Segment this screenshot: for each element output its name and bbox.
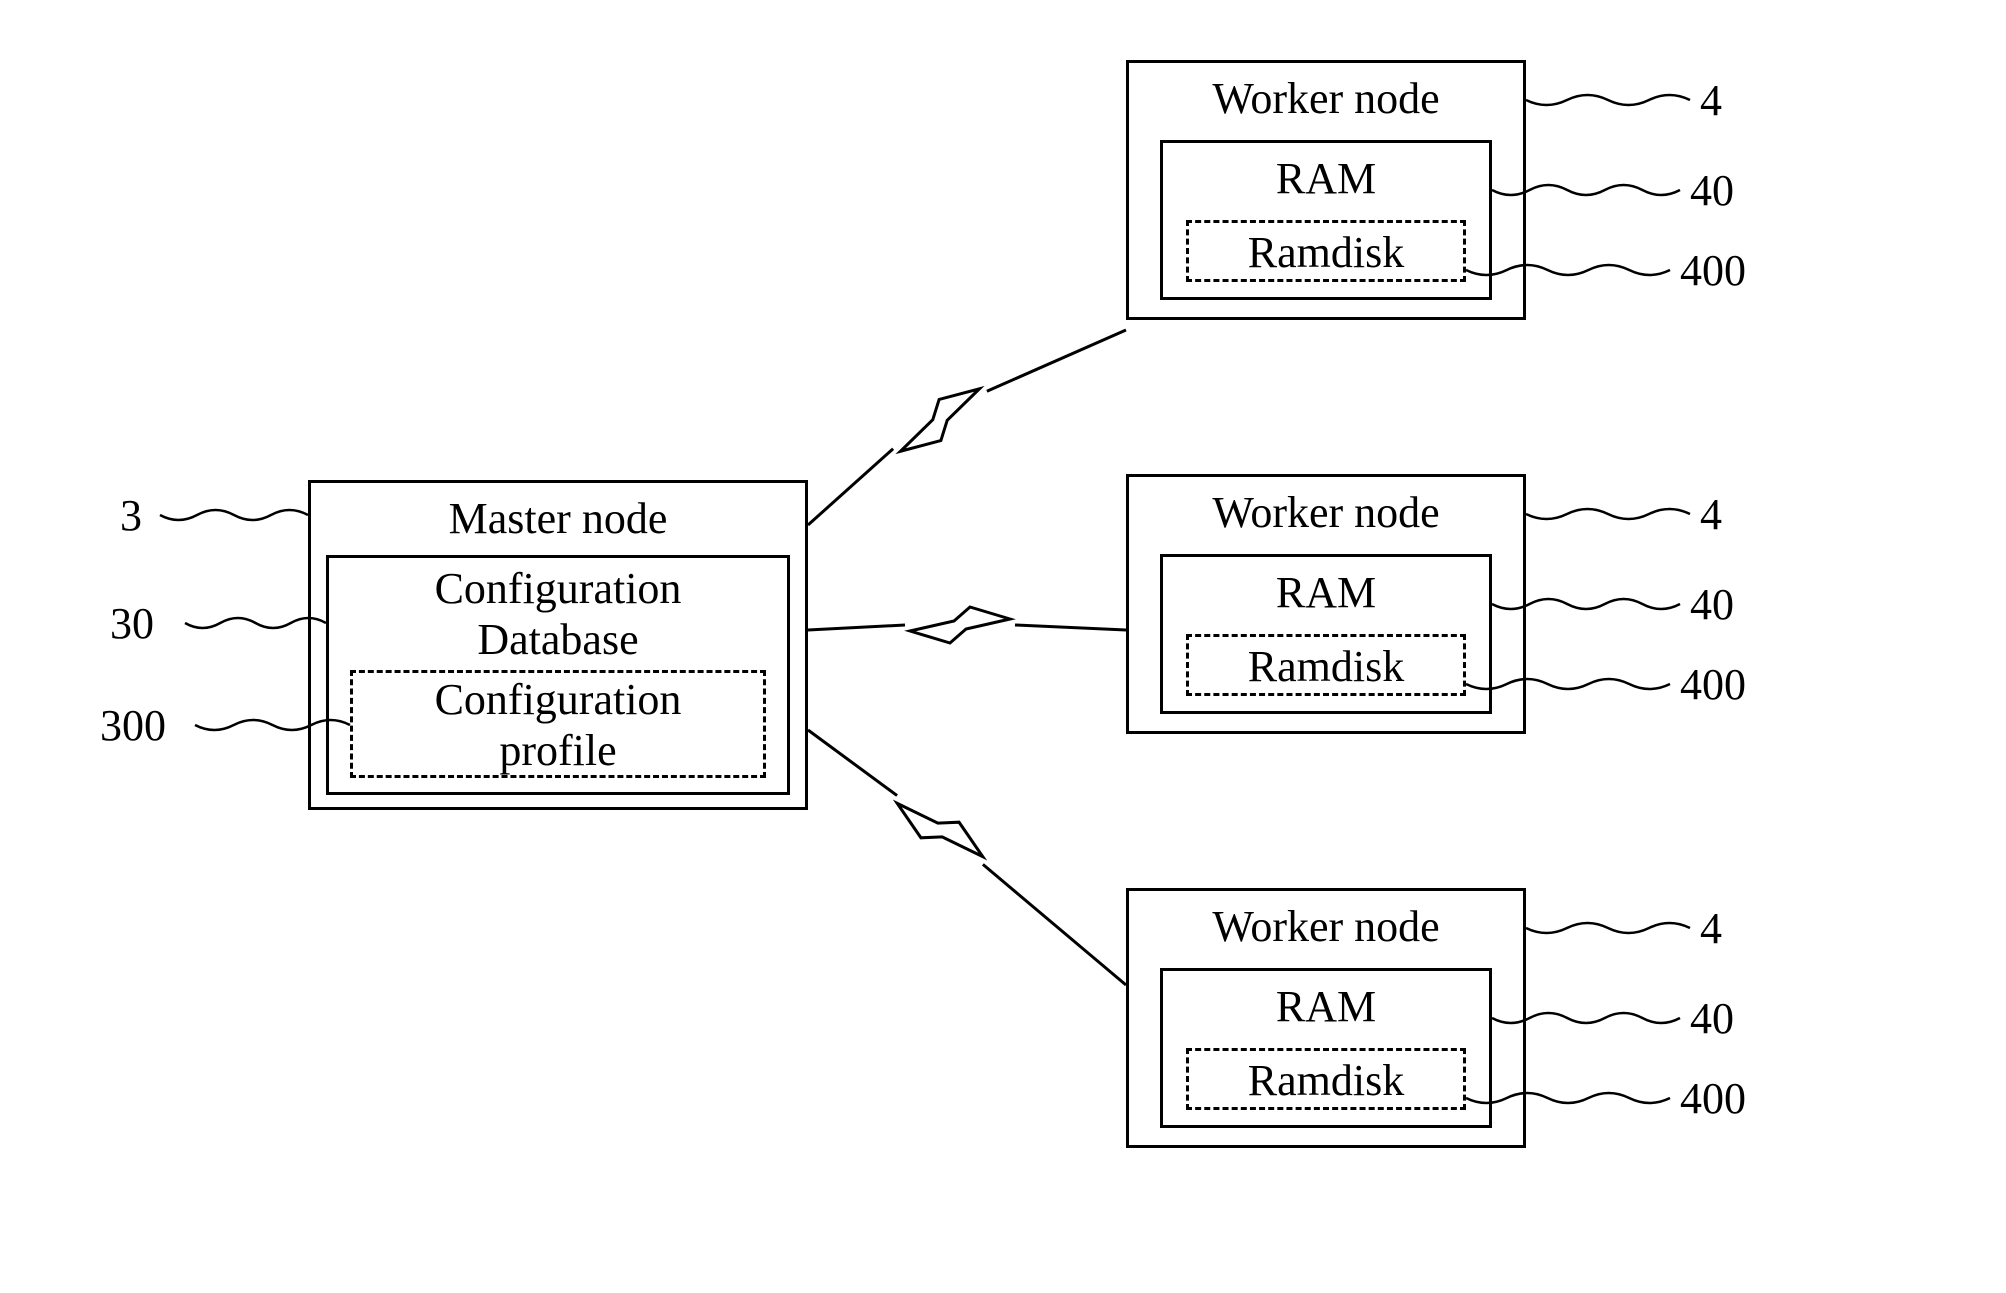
ref-master-db: 30: [110, 598, 154, 649]
ref-worker-ram: 40: [1690, 579, 1734, 630]
ramdisk-label: Ramdisk: [1189, 227, 1463, 278]
ref-worker-ram: 40: [1690, 165, 1734, 216]
worker-node-title: Worker node: [1129, 487, 1523, 538]
ramdisk-label: Ramdisk: [1189, 1055, 1463, 1106]
worker-node-title: Worker node: [1129, 901, 1523, 952]
ref-worker-ramdisk: 400: [1680, 659, 1746, 710]
ref-worker-outer: 4: [1700, 903, 1722, 954]
ramdisk-box: Ramdisk: [1186, 220, 1466, 282]
ramdisk-label: Ramdisk: [1189, 641, 1463, 692]
ref-worker-ramdisk: 400: [1680, 245, 1746, 296]
ram-label: RAM: [1163, 153, 1489, 204]
ramdisk-box: Ramdisk: [1186, 634, 1466, 696]
ref-master-outer: 3: [120, 490, 142, 541]
ref-worker-outer: 4: [1700, 75, 1722, 126]
ref-worker-ramdisk: 400: [1680, 1073, 1746, 1124]
ref-master-profile: 300: [100, 700, 166, 751]
config-db-label: ConfigurationDatabase: [329, 564, 787, 665]
ramdisk-box: Ramdisk: [1186, 1048, 1466, 1110]
config-profile-label: Configurationprofile: [353, 675, 763, 776]
ref-worker-outer: 4: [1700, 489, 1722, 540]
ram-label: RAM: [1163, 981, 1489, 1032]
config-profile-box: Configurationprofile: [350, 670, 766, 778]
worker-node-title: Worker node: [1129, 73, 1523, 124]
ref-worker-ram: 40: [1690, 993, 1734, 1044]
master-node-title: Master node: [311, 493, 805, 544]
ram-label: RAM: [1163, 567, 1489, 618]
